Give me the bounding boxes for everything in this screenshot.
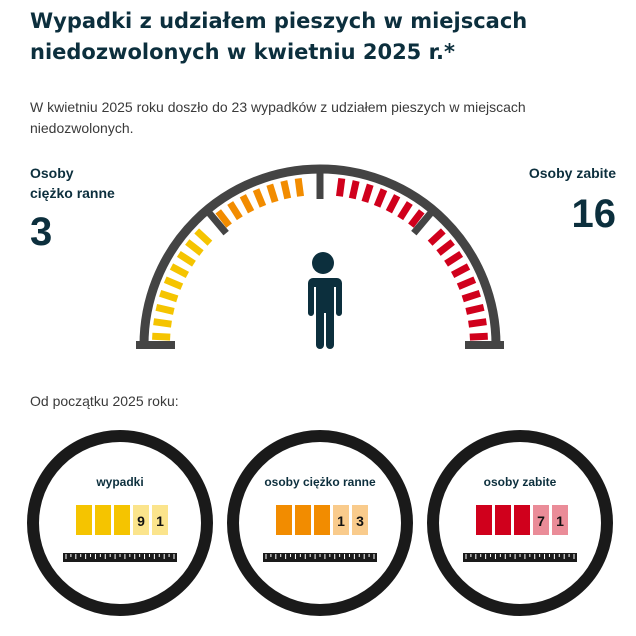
gauge-segment — [215, 209, 232, 228]
gauge-segment — [456, 276, 477, 290]
gauge-segment — [227, 201, 243, 221]
gauge-segment — [294, 177, 305, 197]
gauge-segment — [461, 289, 481, 303]
counter-2: osoby ciężko ranne 1 3 — [227, 430, 413, 616]
gauge-segment — [163, 276, 184, 290]
gauge-segment — [469, 332, 488, 341]
counter-ruler — [63, 553, 177, 562]
gauge-segment — [155, 303, 175, 315]
counter-digit-box — [76, 505, 92, 535]
gauge-segment — [169, 263, 190, 279]
counter-digit: 1 — [156, 513, 164, 529]
counter-digit: 9 — [137, 513, 145, 529]
gauge-segment — [280, 180, 292, 200]
killed-label: Osoby zabite — [528, 165, 616, 181]
gauge-segment — [152, 332, 171, 341]
gauge-divider — [201, 204, 229, 236]
injured-label: Osoby ciężko ranne — [30, 163, 115, 203]
counter-digit-highlight — [552, 505, 568, 535]
gauge-divider — [411, 204, 439, 236]
since-label: Od początku 2025 roku: — [30, 393, 179, 409]
killed-value: 16 — [571, 192, 617, 236]
gauge-segment — [239, 194, 255, 214]
page-title: Wypadki z udziałem pieszych w miejscach … — [30, 9, 528, 64]
gauge-segment — [427, 228, 446, 246]
counter-ruler — [463, 553, 577, 562]
gauge-segment — [444, 250, 464, 267]
gauge-segment — [361, 183, 374, 203]
gauge-segment — [335, 177, 346, 197]
injured-label-line-2: ciężko ranne — [30, 185, 115, 201]
counter-digit-box — [314, 505, 330, 535]
gauge-segment — [385, 194, 401, 214]
injured-value: 3 — [30, 210, 53, 254]
counter-digit-box — [295, 505, 311, 535]
gauge-segments — [152, 177, 488, 341]
gauge-segment — [159, 289, 179, 303]
counter-digit: 7 — [537, 513, 545, 529]
gauge-segment — [397, 201, 413, 221]
counter-label: osoby zabite — [484, 475, 557, 489]
counter-label: osoby ciężko ranne — [264, 475, 376, 489]
counter-digit-highlight — [352, 505, 368, 535]
counter-label: wypadki — [95, 475, 143, 489]
gauge-segment — [185, 239, 204, 256]
gauge-segment — [465, 303, 485, 315]
counter-digit: 3 — [356, 513, 364, 529]
gauge-segment — [373, 188, 388, 208]
counter-3: osoby zabite 7 1 — [427, 430, 613, 616]
counter-digit-box — [495, 505, 511, 535]
counter-digit-highlight — [133, 505, 149, 535]
gauge-segment — [348, 180, 360, 200]
counter-digit-box — [114, 505, 130, 535]
counter-digit-highlight — [152, 505, 168, 535]
gauge-segment — [252, 188, 267, 208]
person-icon — [308, 252, 342, 349]
gauge-segment — [266, 183, 279, 203]
counter-digit-box — [476, 505, 492, 535]
gauge-segment — [194, 228, 213, 246]
counter-digit-highlight — [333, 505, 349, 535]
injured-label-line-1: Osoby — [30, 165, 74, 181]
counter-digit-box — [95, 505, 111, 535]
gauge-segment — [468, 318, 487, 328]
counter-digit-box — [514, 505, 530, 535]
counter-1: wypadki 9 1 — [27, 430, 213, 616]
counter-digit: 1 — [556, 513, 564, 529]
gauge-segment — [176, 250, 196, 267]
intro-text: W kwietniu 2025 roku doszło do 23 wypadk… — [30, 99, 526, 136]
counter-digit-box — [276, 505, 292, 535]
gauge-frame — [136, 164, 504, 349]
gauge-segment — [450, 263, 471, 279]
counter-digit: 1 — [337, 513, 345, 529]
counter-digit-highlight — [533, 505, 549, 535]
counter-ruler — [263, 553, 377, 562]
gauge-segment — [436, 239, 455, 256]
gauge-segment — [408, 209, 425, 228]
gauge-segment — [153, 318, 172, 328]
